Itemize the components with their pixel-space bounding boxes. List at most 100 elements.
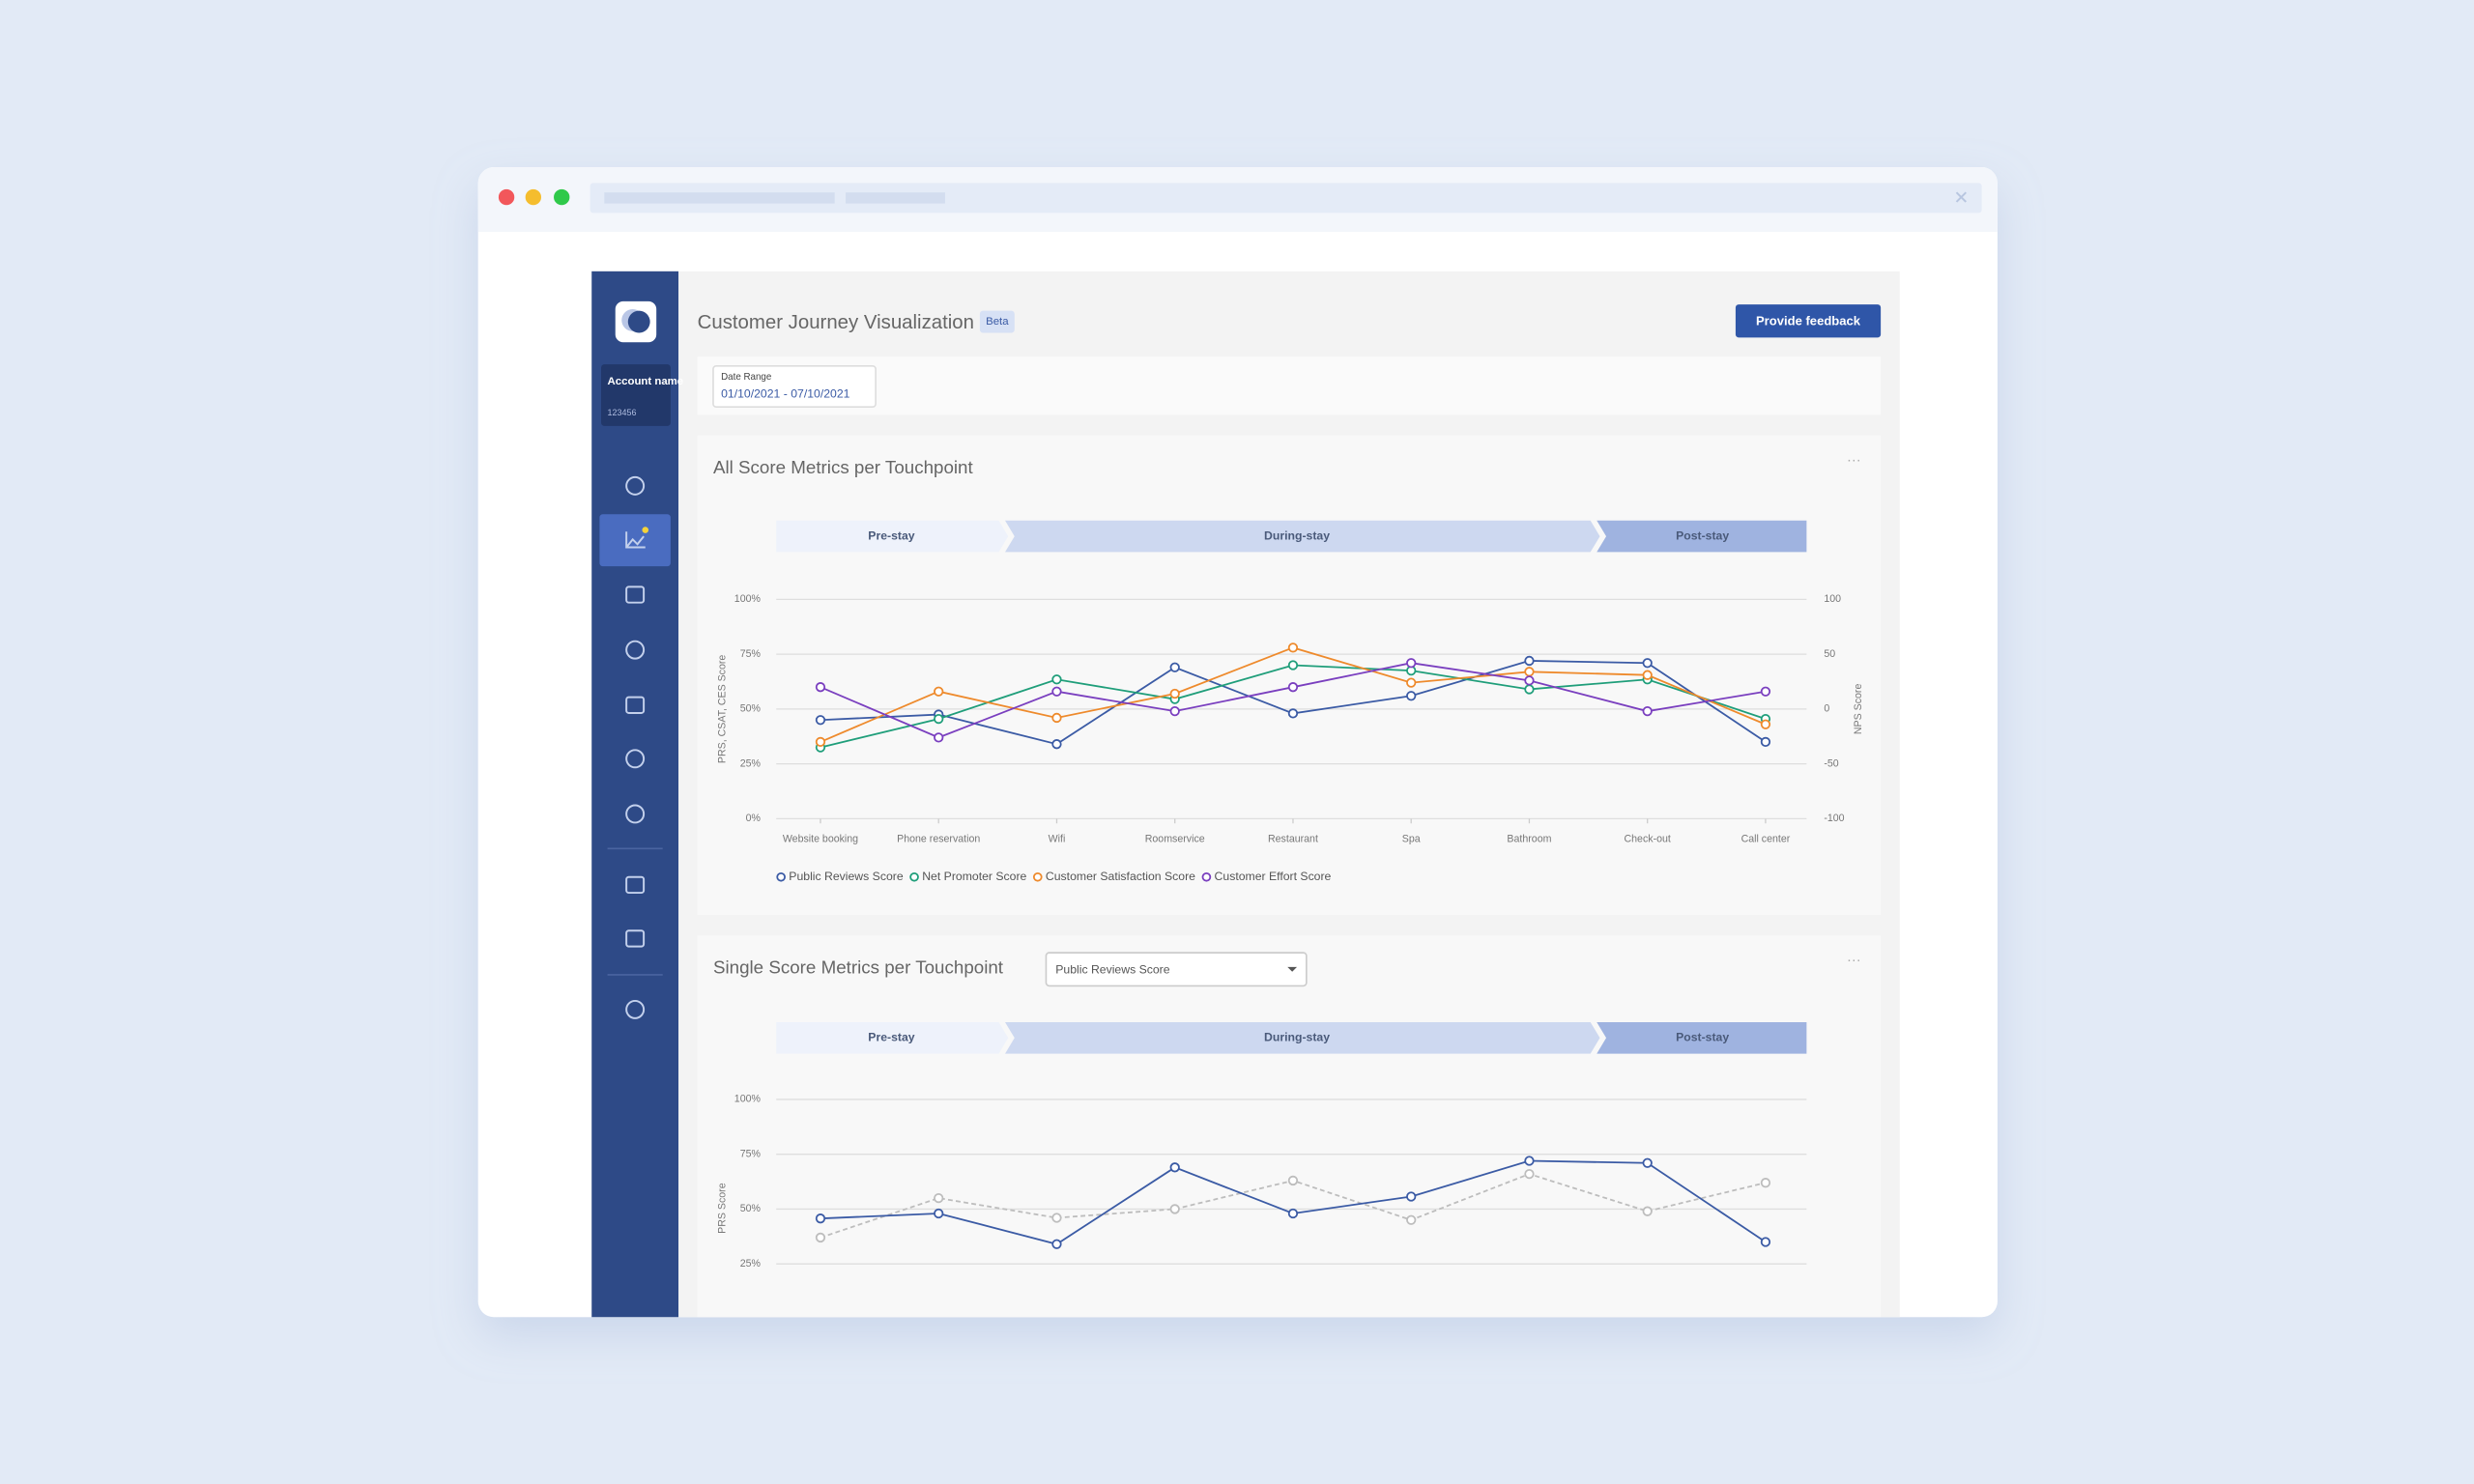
data-point xyxy=(1051,1239,1062,1249)
nav-icon[interactable] xyxy=(625,804,646,824)
data-point xyxy=(1524,1156,1535,1166)
data-point xyxy=(1169,662,1180,672)
legend-marker xyxy=(1032,871,1043,882)
data-point xyxy=(1406,658,1417,669)
y-tick-label: 75% xyxy=(740,1148,762,1159)
nav-icon[interactable] xyxy=(625,999,646,1019)
page-title: Customer Journey Visualization xyxy=(698,312,974,333)
url-placeholder xyxy=(846,192,945,204)
data-point xyxy=(1287,682,1299,693)
nav-glyph xyxy=(625,929,646,948)
phase-label: Pre-stay xyxy=(868,528,914,542)
legend-label: Customer Satisfaction Score xyxy=(1046,870,1195,883)
nav-icon[interactable] xyxy=(625,929,646,948)
feedback-text: Provide feedback xyxy=(1756,314,1861,328)
x-tick-label: Call center xyxy=(1741,833,1791,844)
data-point xyxy=(1051,686,1062,697)
y-axis-title: PRS Score xyxy=(717,1183,729,1234)
y-tick-label: 25% xyxy=(740,757,762,769)
y2-tick-label: -50 xyxy=(1824,757,1838,769)
account-box[interactable] xyxy=(601,364,671,426)
phase-band xyxy=(1597,1021,1807,1054)
data-point xyxy=(934,1208,944,1219)
nav-glyph xyxy=(625,999,646,1019)
data-point xyxy=(934,686,944,697)
close-tab[interactable] xyxy=(1955,191,1967,203)
card-title: Single Score Metrics per Touchpoint xyxy=(713,956,1004,977)
nav-glyph xyxy=(625,585,646,604)
close-dot[interactable] xyxy=(498,188,515,206)
data-point xyxy=(815,1213,826,1224)
min-dot[interactable] xyxy=(525,188,541,206)
data-point xyxy=(1169,688,1180,699)
data-point xyxy=(1406,1214,1417,1225)
phase-band xyxy=(1005,520,1600,553)
x-tick-label: Spa xyxy=(1402,833,1421,844)
phase-label: Post-stay xyxy=(1676,528,1729,542)
card xyxy=(697,935,1882,1318)
metric-dropdown[interactable] xyxy=(1045,952,1308,987)
data-point xyxy=(1760,1237,1771,1247)
data-point xyxy=(815,682,826,693)
legend-marker xyxy=(776,871,786,882)
data-point xyxy=(1287,642,1299,653)
data-point xyxy=(1760,1178,1771,1188)
data-point xyxy=(1051,712,1062,724)
data-point xyxy=(1287,660,1299,671)
nav-glyph xyxy=(625,749,646,769)
phase-band xyxy=(776,520,1009,553)
data-point xyxy=(1287,1175,1299,1186)
nav-glyph xyxy=(625,475,646,496)
data-point xyxy=(1287,708,1299,719)
nav-glyph xyxy=(625,531,646,549)
nav-badge xyxy=(642,527,649,533)
x-tick-label: Roomservice xyxy=(1145,833,1205,844)
date-range-box[interactable] xyxy=(712,364,877,409)
nav-icon[interactable] xyxy=(625,585,646,604)
nav-icon[interactable] xyxy=(625,640,646,660)
feedback-button[interactable] xyxy=(1735,304,1882,338)
data-point xyxy=(1642,658,1653,669)
data-point xyxy=(934,713,944,725)
data-point xyxy=(1051,1213,1062,1223)
y-tick-label: 100% xyxy=(734,1094,762,1105)
x-tick-label: Bathroom xyxy=(1507,833,1551,844)
data-point xyxy=(1406,1191,1417,1202)
data-point xyxy=(934,1192,944,1204)
nav-icon[interactable] xyxy=(625,475,646,496)
card-menu[interactable]: ··· xyxy=(1847,953,1861,968)
data-point xyxy=(1760,686,1771,697)
legend-label: Customer Effort Score xyxy=(1215,870,1332,883)
y-axis-title: PRS, CSAT, CES Score xyxy=(717,655,729,764)
y-tick-label: 0% xyxy=(746,813,762,824)
data-point xyxy=(1169,1204,1180,1214)
y2-tick-label: 50 xyxy=(1824,648,1835,660)
phase-label: During-stay xyxy=(1264,528,1330,542)
card-menu[interactable]: ··· xyxy=(1847,453,1861,469)
nav-icon[interactable] xyxy=(625,875,646,895)
data-point xyxy=(1524,655,1535,667)
nav-icon[interactable] xyxy=(625,531,646,549)
y2-tick-label: 100 xyxy=(1824,593,1841,605)
url-bar[interactable] xyxy=(590,183,1982,214)
card xyxy=(697,435,1882,915)
url-placeholder xyxy=(604,192,835,204)
data-point xyxy=(1406,691,1417,701)
active-nav[interactable] xyxy=(599,514,671,567)
nav-icon[interactable] xyxy=(625,696,646,714)
y2-axis-title: NPS Score xyxy=(1853,684,1864,735)
phase-band xyxy=(1005,1021,1600,1054)
nav-icon[interactable] xyxy=(625,749,646,769)
data-point xyxy=(1524,667,1535,677)
data-point xyxy=(1169,706,1180,717)
nav-glyph xyxy=(625,640,646,660)
dropdown-value: Public Reviews Score xyxy=(1055,962,1170,976)
legend-marker xyxy=(909,871,919,882)
y-tick-label: 50% xyxy=(740,1203,762,1214)
y2-tick-label: 0 xyxy=(1824,703,1829,715)
account-name: Account name xyxy=(608,376,684,387)
max-dot[interactable] xyxy=(554,188,570,206)
nav-glyph xyxy=(625,696,646,714)
nav-glyph xyxy=(625,875,646,895)
